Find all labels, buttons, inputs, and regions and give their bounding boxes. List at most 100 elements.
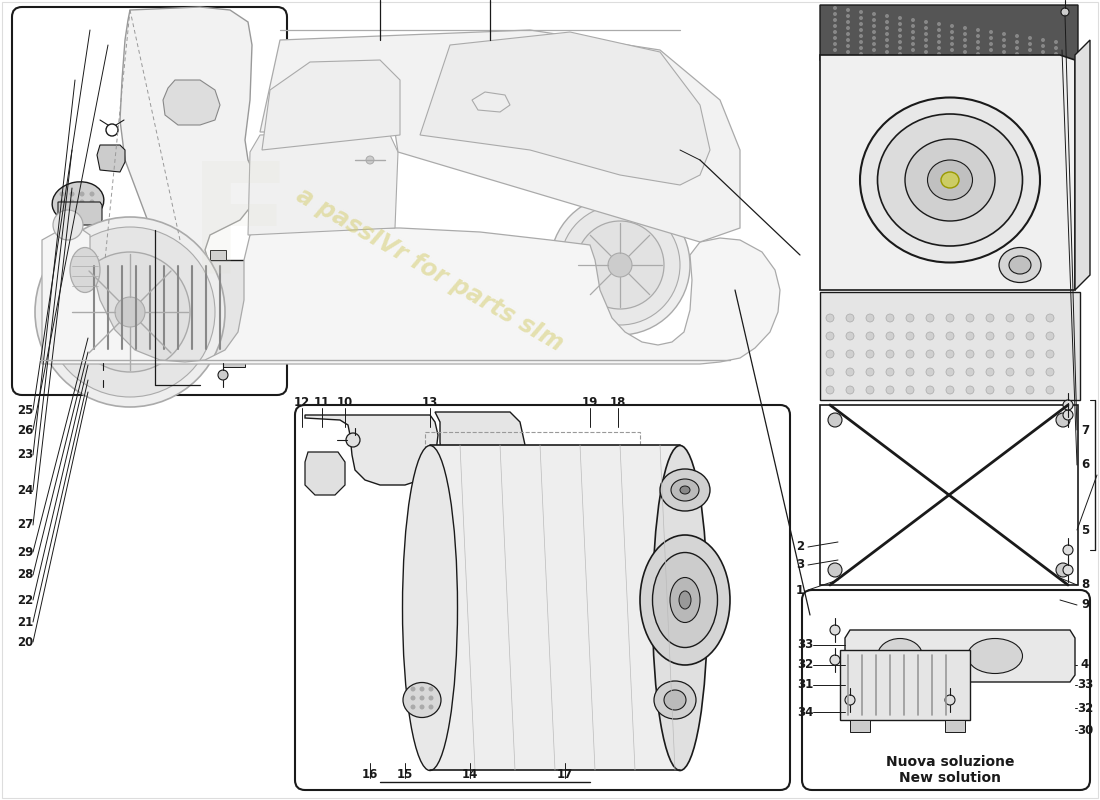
Circle shape [429, 695, 433, 701]
Circle shape [962, 68, 967, 72]
Circle shape [906, 314, 914, 322]
Circle shape [45, 227, 214, 397]
Circle shape [1063, 400, 1072, 410]
Circle shape [962, 32, 967, 36]
Circle shape [859, 40, 864, 44]
Circle shape [53, 210, 82, 240]
Circle shape [846, 44, 850, 48]
Circle shape [366, 156, 374, 164]
Circle shape [946, 350, 954, 358]
Circle shape [69, 207, 75, 213]
Bar [223, 355, 245, 367]
Polygon shape [58, 202, 102, 225]
Circle shape [924, 44, 928, 48]
Circle shape [833, 12, 837, 16]
Circle shape [924, 56, 928, 60]
Circle shape [898, 46, 902, 50]
Ellipse shape [860, 98, 1040, 262]
Ellipse shape [403, 446, 458, 770]
Circle shape [911, 60, 915, 64]
Circle shape [410, 695, 416, 701]
Circle shape [98, 370, 108, 380]
Circle shape [989, 72, 993, 76]
Circle shape [1054, 58, 1058, 62]
Circle shape [859, 28, 864, 32]
Polygon shape [262, 60, 400, 150]
Circle shape [962, 26, 967, 30]
Circle shape [1006, 350, 1014, 358]
Circle shape [976, 64, 980, 68]
Circle shape [986, 314, 994, 322]
Circle shape [833, 36, 837, 40]
Circle shape [924, 38, 928, 42]
Circle shape [1002, 38, 1006, 42]
Circle shape [35, 217, 226, 407]
Text: 2: 2 [796, 541, 804, 554]
Ellipse shape [652, 553, 717, 647]
Circle shape [872, 12, 876, 16]
Circle shape [69, 199, 75, 205]
Text: 24: 24 [16, 483, 33, 497]
Circle shape [986, 386, 994, 394]
Circle shape [1015, 58, 1019, 62]
Circle shape [1026, 314, 1034, 322]
Circle shape [859, 10, 864, 14]
Text: 6: 6 [1081, 458, 1089, 471]
Circle shape [976, 58, 980, 62]
Circle shape [1002, 68, 1006, 72]
FancyBboxPatch shape [12, 7, 287, 395]
Ellipse shape [679, 591, 691, 609]
Bar [154, 250, 170, 260]
Circle shape [846, 38, 850, 42]
Bar [98, 250, 114, 260]
Circle shape [846, 386, 854, 394]
Text: New solution: New solution [899, 771, 1001, 785]
Text: 9: 9 [1081, 598, 1089, 611]
Text: 32: 32 [1077, 702, 1093, 714]
Circle shape [846, 14, 850, 18]
Circle shape [986, 332, 994, 340]
Circle shape [989, 60, 993, 64]
Text: 27: 27 [16, 518, 33, 531]
Circle shape [872, 18, 876, 22]
Circle shape [926, 386, 934, 394]
Text: 14: 14 [462, 769, 478, 782]
Circle shape [846, 20, 850, 24]
Ellipse shape [664, 690, 686, 710]
Circle shape [429, 686, 433, 691]
Circle shape [886, 332, 894, 340]
Ellipse shape [905, 139, 996, 221]
Circle shape [550, 195, 690, 335]
Circle shape [1046, 368, 1054, 376]
Circle shape [79, 199, 85, 205]
Circle shape [1054, 70, 1058, 74]
Circle shape [886, 50, 889, 54]
Circle shape [1028, 54, 1032, 58]
Circle shape [429, 705, 433, 710]
Circle shape [937, 22, 940, 26]
Circle shape [1054, 40, 1058, 44]
Circle shape [833, 18, 837, 22]
Circle shape [846, 50, 850, 54]
Circle shape [937, 58, 940, 62]
Circle shape [989, 66, 993, 70]
Circle shape [976, 52, 980, 56]
Circle shape [1028, 60, 1032, 64]
Bar [126, 250, 142, 260]
Circle shape [1041, 68, 1045, 72]
Circle shape [1026, 350, 1034, 358]
Ellipse shape [52, 182, 103, 222]
FancyBboxPatch shape [295, 405, 790, 790]
Circle shape [1054, 46, 1058, 50]
Circle shape [1041, 44, 1045, 48]
Polygon shape [420, 32, 710, 185]
Circle shape [1026, 368, 1034, 376]
Circle shape [937, 28, 940, 32]
Ellipse shape [968, 638, 1023, 674]
Text: 34: 34 [796, 706, 813, 718]
Polygon shape [430, 445, 680, 770]
Text: 10: 10 [337, 395, 353, 409]
Circle shape [950, 48, 954, 52]
Circle shape [962, 44, 967, 48]
FancyBboxPatch shape [802, 590, 1090, 790]
